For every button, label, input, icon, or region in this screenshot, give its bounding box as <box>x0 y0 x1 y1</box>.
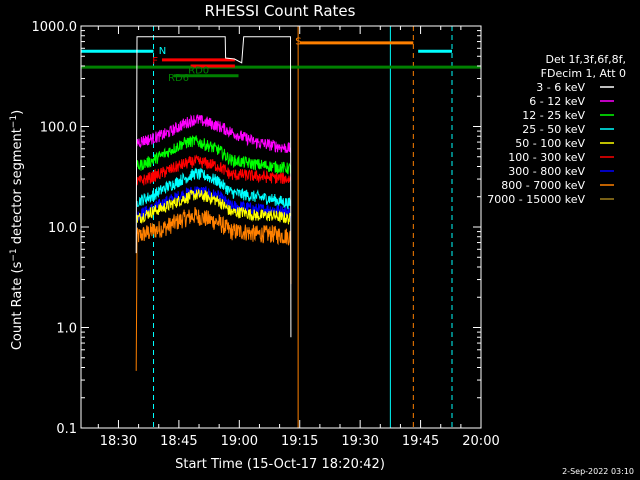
x-tick-label-1: 18:45 <box>160 434 197 449</box>
legend-label-7: 800 - 7000 keV <box>501 179 585 192</box>
flag-label-0: N <box>159 46 166 57</box>
y-axis-label: Count Rate (s−1 detector segment−1) <box>9 110 25 350</box>
legend-label-2: 12 - 25 keV <box>522 109 585 122</box>
series-line-800-7000-kev <box>135 207 292 371</box>
x-tick-label-6: 20:00 <box>462 434 499 449</box>
y-axis-label-main: Count Rate (s <box>10 261 25 350</box>
flag-label-1: F <box>152 56 158 67</box>
flag-label-2: RD0 <box>188 65 209 76</box>
series-line-25-50-kev <box>136 167 291 210</box>
y-tick-label-4: 1000.0 <box>32 20 78 35</box>
legend-label-1: 6 - 12 keV <box>529 95 585 108</box>
x-axis-label: Start Time (15-Oct-17 18:20:42) <box>175 457 385 472</box>
legend-header-line1: Det 1f,3f,6f,8f, <box>545 53 626 66</box>
y-tick-label-3: 100.0 <box>40 121 77 136</box>
y-tick-label-0: 0.1 <box>56 422 77 437</box>
y-axis-label-sup1: −1 <box>9 248 19 261</box>
series-line-300-800-kev <box>136 185 291 221</box>
legend-label-0: 3 - 6 keV <box>536 81 585 94</box>
legend-label-6: 300 - 800 keV <box>508 165 585 178</box>
y-axis-label-end: ) <box>10 110 25 115</box>
x-tick-label-2: 19:00 <box>221 434 258 449</box>
legend-label-8: 7000 - 15000 keV <box>487 193 585 206</box>
legend-label-4: 50 - 100 keV <box>515 137 585 150</box>
legend: Det 1f,3f,6f,8f, FDecim 1, Att 0 3 - 6 k… <box>487 53 626 206</box>
series-line-100-300-kev <box>136 154 291 186</box>
y-tick-label-1: 1.0 <box>56 322 77 337</box>
x-tick-label-4: 19:30 <box>341 434 378 449</box>
y-tick-label-2: 10.0 <box>48 221 77 236</box>
legend-label-3: 25 - 50 keV <box>522 123 585 136</box>
x-tick-label-0: 18:30 <box>100 434 137 449</box>
legend-header-line2: FDecim 1, Att 0 <box>541 67 626 80</box>
series-line-6-12-kev <box>136 113 291 154</box>
legend-label-5: 100 - 300 keV <box>508 151 585 164</box>
flag-label-3: RD6 <box>168 73 189 84</box>
chart-title: RHESSI Count Rates <box>205 2 356 20</box>
x-tick-label-5: 19:45 <box>402 434 439 449</box>
series-line-50-100-kev <box>136 188 291 225</box>
series-line-12-25-kev <box>136 135 291 175</box>
y-axis-label-sup2: −1 <box>9 115 19 128</box>
x-tick-label-3: 19:15 <box>281 434 318 449</box>
generation-timestamp: 2-Sep-2022 03:10 <box>562 467 634 476</box>
series-line-3-6-kev <box>135 36 292 338</box>
y-axis-label-mid: detector segment <box>10 128 25 248</box>
axes: 18:30 18:45 19:00 19:15 19:30 19:45 20:00 0.1 1.… <box>32 20 500 449</box>
flag-label-4: S <box>295 36 301 47</box>
